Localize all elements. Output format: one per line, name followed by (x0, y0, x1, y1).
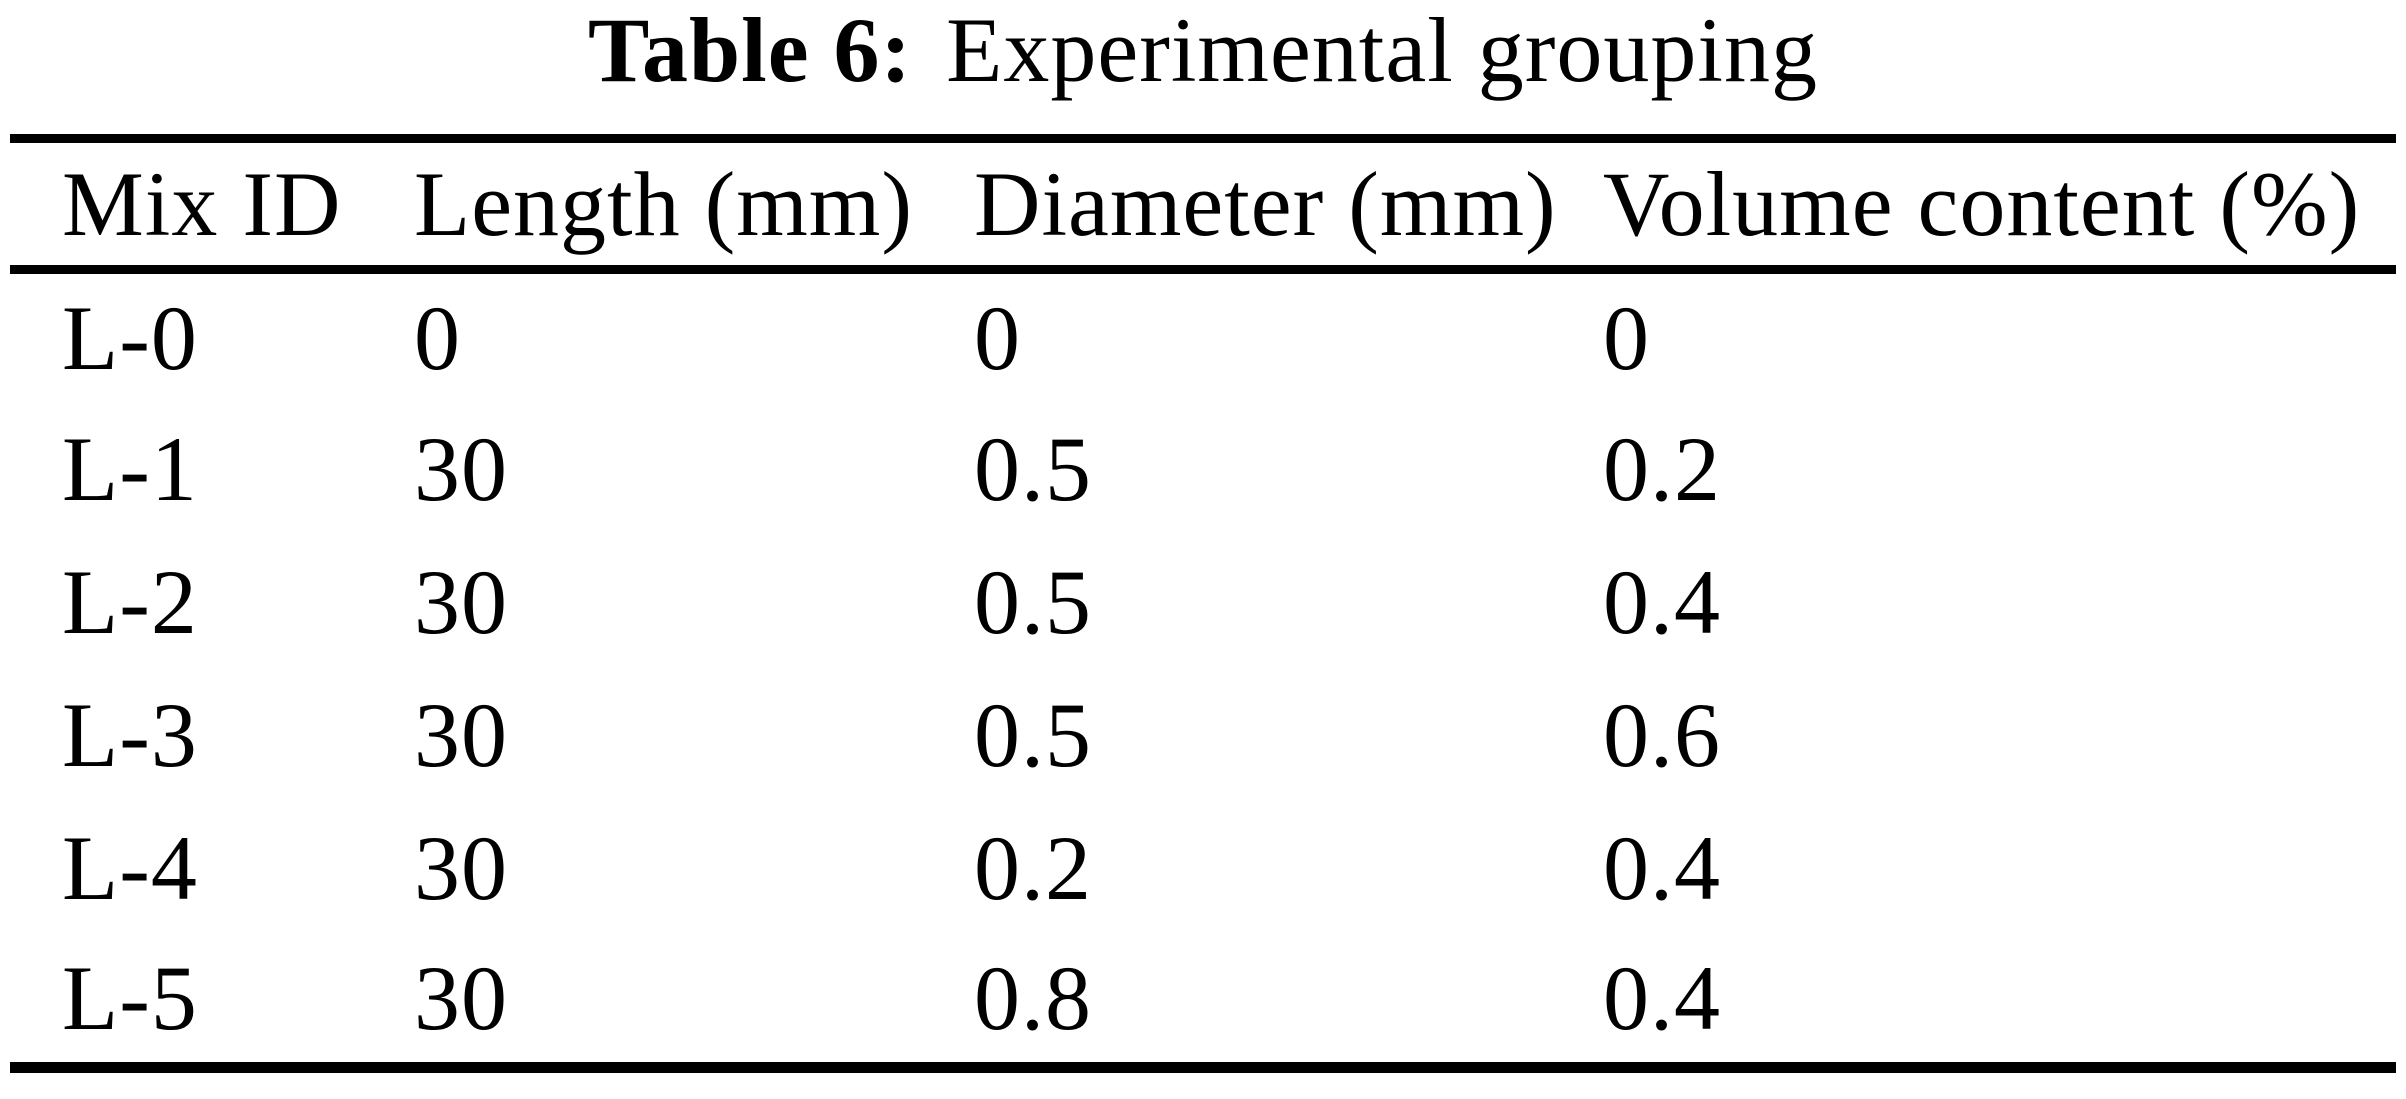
table-cell: 0.4 (1603, 817, 1721, 919)
column-header: Diameter (mm) (974, 153, 1557, 255)
table-cell: L-5 (62, 947, 198, 1050)
header-row: Mix ID Length (mm) Diameter (mm) Volume con… (10, 139, 2396, 270)
table-cell: 0.5 (974, 684, 1092, 786)
table-caption: Table 6: Experimental grouping (0, 0, 2406, 100)
table-cell: 30 (414, 817, 508, 919)
table-cell: 0.8 (974, 947, 1092, 1050)
table-cell: 0.4 (1603, 947, 1721, 1050)
table-cell: L-1 (62, 418, 198, 520)
table-cell: 0.2 (1603, 418, 1721, 520)
table-cell: 30 (414, 947, 508, 1050)
table-caption-label: Table 6: (588, 0, 913, 101)
column-header: Volume content (%) (1603, 153, 2361, 255)
table-cell: 0 (1603, 287, 1650, 390)
table-row: L-4 30 0.2 0.4 (10, 802, 2396, 935)
table-cell: 0 (414, 287, 461, 390)
table-cell: 30 (414, 551, 508, 653)
table-cell: 0 (974, 287, 1021, 390)
table-cell: L-4 (62, 817, 198, 919)
table-header: Mix ID Length (mm) Diameter (mm) Volume con… (10, 139, 2396, 270)
table-cell: 0.6 (1603, 684, 1721, 786)
table-row: L-5 30 0.8 0.4 (10, 935, 2396, 1068)
table-cell: 0.5 (974, 418, 1092, 520)
experimental-grouping-table: Mix ID Length (mm) Diameter (mm) Volume con… (10, 134, 2396, 1073)
table-cell: L-3 (62, 684, 198, 786)
table-row: L-2 30 0.5 0.4 (10, 536, 2396, 669)
table-row: L-3 30 0.5 0.6 (10, 669, 2396, 802)
table-cell: 30 (414, 684, 508, 786)
table-cell: L-0 (62, 287, 198, 390)
table-cell: 30 (414, 418, 508, 520)
table-caption-text: Experimental grouping (946, 0, 1818, 101)
table-cell: 0.5 (974, 551, 1092, 653)
table-row: L-0 0 0 0 (10, 270, 2396, 403)
column-header: Length (mm) (414, 153, 913, 255)
table-cell: 0.4 (1603, 551, 1721, 653)
table-body: L-0 0 0 0 L-1 30 0.5 0.2 L-2 30 0.5 0.4 L-3 30 0.5 0.6 L… (10, 270, 2396, 1068)
table-row: L-1 30 0.5 0.2 (10, 403, 2396, 536)
column-header: Mix ID (62, 153, 342, 255)
table-cell: 0.2 (974, 817, 1092, 919)
table-cell: L-2 (62, 551, 198, 653)
